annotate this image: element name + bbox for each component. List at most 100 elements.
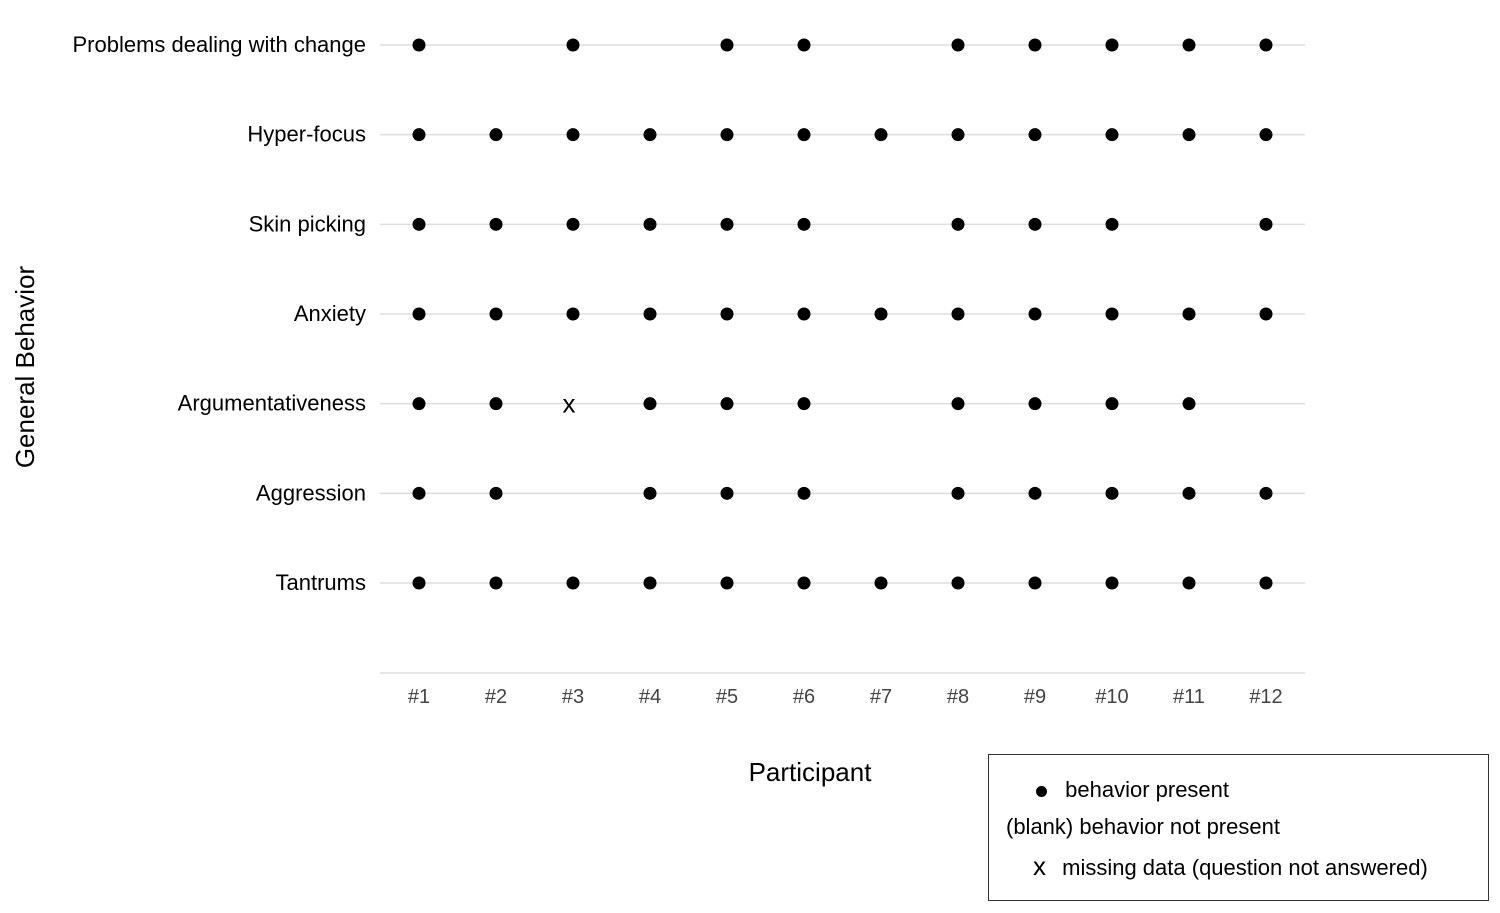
behavior-present-dot	[951, 486, 965, 500]
behavior-present-dot	[489, 307, 503, 321]
behavior-present-dot	[412, 128, 426, 142]
behavior-present-dot	[1028, 307, 1042, 321]
y-axis-title: General Behavior	[10, 265, 40, 468]
behavior-present-dot	[489, 217, 503, 231]
y-tick-label: Anxiety	[294, 301, 366, 326]
behavior-present-dot	[720, 128, 734, 142]
behavior-present-dot	[951, 397, 965, 411]
x-tick-label: #6	[793, 686, 815, 708]
behavior-present-dot	[1182, 307, 1196, 321]
x-tick-label: #2	[485, 686, 507, 708]
behavior-present-dot	[1028, 397, 1042, 411]
behavior-present-dot	[797, 217, 811, 231]
behavior-present-dot	[874, 128, 888, 142]
behavior-present-dot	[643, 307, 657, 321]
behavior-present-dot	[1028, 486, 1042, 500]
behavior-present-dot	[1182, 576, 1196, 590]
legend-item-present: behavior present	[1036, 777, 1229, 803]
behavior-present-dot	[489, 576, 503, 590]
behavior-present-dot	[566, 217, 580, 231]
legend-label: behavior present	[1065, 777, 1230, 802]
legend-label: behavior not present	[1079, 814, 1280, 839]
behavior-present-dot	[720, 38, 734, 52]
behavior-present-dot	[1259, 128, 1273, 142]
behavior-present-dot	[951, 128, 965, 142]
behavior-present-dot	[1259, 217, 1273, 231]
behavior-present-dot	[874, 576, 888, 590]
behavior-present-dot	[643, 486, 657, 500]
x-tick-label: #8	[947, 686, 969, 708]
y-tick-label: Aggression	[256, 480, 366, 505]
x-tick-label: #9	[1024, 686, 1046, 708]
x-mark-icon: x	[1033, 851, 1046, 881]
x-tick-label: #10	[1095, 686, 1128, 708]
legend: behavior present (blank) behavior not pr…	[988, 754, 1489, 901]
behavior-present-dot	[720, 307, 734, 321]
behavior-present-dot	[1028, 217, 1042, 231]
behavior-present-dot	[643, 217, 657, 231]
behavior-present-dot	[720, 576, 734, 590]
behavior-present-dot	[412, 307, 426, 321]
y-tick-label: Problems dealing with change	[72, 32, 366, 57]
behavior-present-dot	[1259, 307, 1273, 321]
behavior-present-dot	[566, 576, 580, 590]
behavior-present-dot	[1105, 576, 1119, 590]
behavior-present-dot	[412, 576, 426, 590]
behavior-present-dot	[566, 38, 580, 52]
legend-label: missing data (question not answered)	[1062, 855, 1428, 880]
behavior-present-dot	[1105, 38, 1119, 52]
behavior-present-dot	[1105, 128, 1119, 142]
behavior-present-dot	[797, 307, 811, 321]
missing-data-mark: x	[563, 389, 576, 419]
behavior-present-dot	[412, 38, 426, 52]
behavior-present-dot	[1182, 38, 1196, 52]
x-tick-label: #12	[1249, 686, 1282, 708]
behavior-present-dot	[412, 217, 426, 231]
behavior-present-dot	[489, 397, 503, 411]
behavior-present-dot	[643, 576, 657, 590]
dot-icon	[1036, 786, 1047, 797]
x-tick-label: #7	[870, 686, 892, 708]
x-tick-label: #1	[408, 686, 430, 708]
behavior-present-dot	[797, 38, 811, 52]
legend-symbol: (blank)	[1006, 814, 1074, 839]
behavior-present-dot	[951, 576, 965, 590]
x-axis-title: Participant	[749, 757, 873, 787]
behavior-present-dot	[643, 128, 657, 142]
behavior-present-dot	[643, 397, 657, 411]
behavior-present-dot	[1259, 486, 1273, 500]
behavior-present-dot	[412, 486, 426, 500]
behavior-present-dot	[874, 307, 888, 321]
behavior-present-dot	[720, 217, 734, 231]
behavior-present-dot	[720, 486, 734, 500]
behavior-present-dot	[1105, 307, 1119, 321]
y-tick-label: Argumentativeness	[178, 391, 366, 416]
behavior-present-dot	[797, 128, 811, 142]
y-tick-label: Tantrums	[276, 570, 366, 595]
x-tick-label: #5	[716, 686, 738, 708]
behavior-present-dot	[1028, 576, 1042, 590]
behavior-present-dot	[1028, 128, 1042, 142]
behavior-present-dot	[1259, 576, 1273, 590]
behavior-present-dot	[1105, 397, 1119, 411]
x-tick-label: #3	[562, 686, 584, 708]
x-tick-label: #11	[1173, 686, 1205, 708]
behavior-present-dot	[1259, 38, 1273, 52]
behavior-present-dot	[1028, 38, 1042, 52]
behavior-present-dot	[1182, 397, 1196, 411]
behavior-present-dot	[566, 128, 580, 142]
x-tick-label: #4	[639, 686, 661, 708]
legend-item-missing: x missing data (question not answered)	[1033, 851, 1428, 882]
behavior-present-dot	[797, 486, 811, 500]
behavior-present-dot	[797, 576, 811, 590]
behavior-present-dot	[1105, 486, 1119, 500]
behavior-present-dot	[1105, 217, 1119, 231]
behavior-present-dot	[1182, 128, 1196, 142]
y-tick-label: Hyper-focus	[247, 122, 366, 147]
behavior-present-dot	[489, 128, 503, 142]
behavior-present-dot	[951, 217, 965, 231]
y-tick-label: Skin picking	[249, 211, 366, 236]
behavior-present-dot	[720, 397, 734, 411]
behavior-present-dot	[951, 38, 965, 52]
